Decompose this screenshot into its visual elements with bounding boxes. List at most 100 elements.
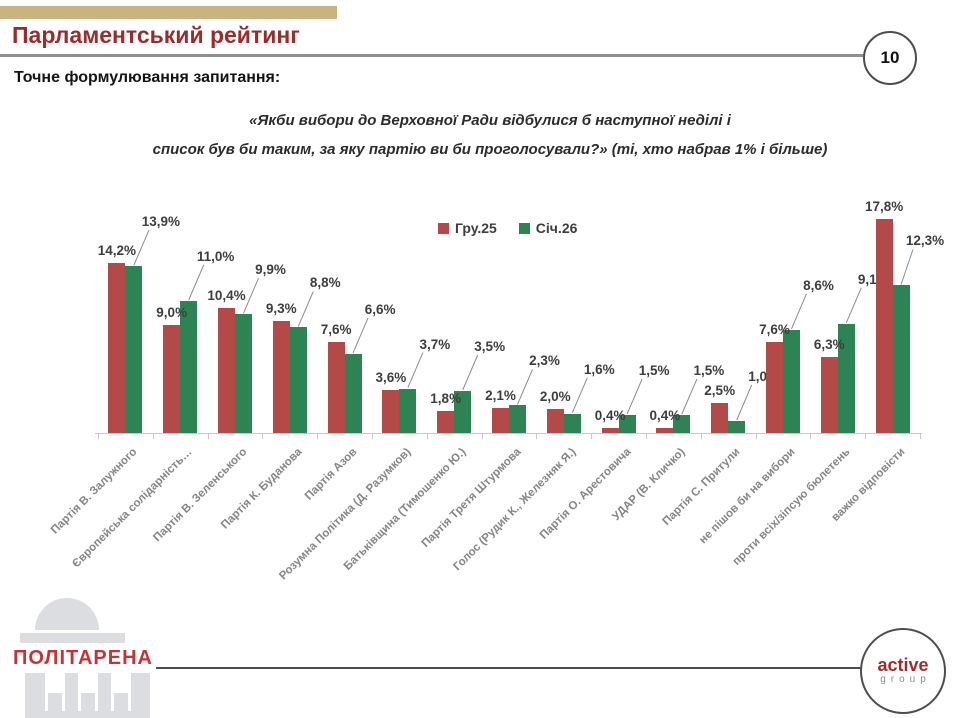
legend-item-jan26: Січ.26 <box>518 220 578 236</box>
x-axis-tick <box>591 434 593 439</box>
value-label: 17,8% <box>864 199 904 215</box>
bar-Січ.26 <box>728 421 746 433</box>
bar-Гру.25 <box>820 357 838 433</box>
column-base-icon <box>81 693 95 711</box>
question-text: «Якби вибори до Верховної Ради відбулися… <box>50 106 930 164</box>
column-base-icon <box>114 693 128 711</box>
column-gap-icon <box>78 673 98 711</box>
legend-swatch-jan26 <box>518 222 530 234</box>
value-label: 8,8% <box>309 275 341 291</box>
bar-Гру.25 <box>546 409 564 433</box>
value-label: 2,5% <box>704 383 736 398</box>
x-axis-line <box>95 433 922 434</box>
value-label: 9,0% <box>156 305 188 320</box>
x-axis-tick <box>262 434 264 439</box>
question-line-2: список був би таким, за яку партію ви би… <box>152 141 828 158</box>
value-label: 3,5% <box>474 339 506 354</box>
page-number: 10 <box>880 48 900 67</box>
value-label: 9,3% <box>265 301 297 317</box>
active-group-line1: active <box>877 655 929 675</box>
bar-Гру.25 <box>437 411 455 433</box>
bar-Гру.25 <box>327 341 345 433</box>
bar-Січ.26 <box>783 329 800 433</box>
bar-Гру.25 <box>656 428 674 433</box>
value-label: 9,9% <box>255 262 286 278</box>
x-axis-tick <box>700 434 702 439</box>
value-label: 3,7% <box>419 336 451 352</box>
value-label: 2,1% <box>485 387 516 403</box>
question-line-1: «Якби вибори до Верховної Ради відбулися… <box>249 112 731 129</box>
value-label: 0,4% <box>649 408 681 424</box>
active-group-line2: group <box>880 674 931 685</box>
bar-Січ.26 <box>180 301 198 433</box>
x-axis-tick <box>152 434 154 439</box>
bar-Січ.26 <box>344 353 362 433</box>
header-divider <box>0 54 866 57</box>
page-number-badge: 10 <box>863 31 917 85</box>
bar-Січ.26 <box>399 388 417 433</box>
column-gap-icon <box>45 673 65 711</box>
bar-Січ.26 <box>563 413 581 433</box>
bar-Гру.25 <box>875 219 893 433</box>
footer-divider <box>150 667 862 669</box>
value-label: 13,9% <box>141 214 181 230</box>
value-label: 6,6% <box>364 301 396 317</box>
top-accent-bar <box>0 6 337 19</box>
value-label: 1,5% <box>693 363 725 378</box>
value-label: 11,0% <box>196 249 235 264</box>
legend-label-jan26: Січ.26 <box>535 220 578 236</box>
value-label: 1,8% <box>430 391 462 407</box>
x-axis-tick <box>810 434 812 439</box>
bar-Січ.26 <box>673 415 691 433</box>
x-axis-tick <box>920 434 921 439</box>
building-dome-icon <box>35 598 99 630</box>
bar-Гру.25 <box>711 403 729 433</box>
bar-Січ.26 <box>235 314 252 433</box>
value-label: 14,2% <box>97 242 137 258</box>
x-axis-tick <box>372 434 373 439</box>
bar-Січ.26 <box>892 285 910 433</box>
column-gap-icon <box>111 673 131 711</box>
bar-Січ.26 <box>837 323 855 433</box>
bar-Гру.25 <box>601 428 619 433</box>
building-beam-icon <box>20 633 125 643</box>
bar-Гру.25 <box>163 325 181 433</box>
value-label: 3,6% <box>375 369 407 385</box>
page-title: Парламентський рейтинг <box>12 22 300 48</box>
value-label: 2,0% <box>539 389 571 404</box>
value-label: 7,6% <box>320 321 352 337</box>
x-axis-tick <box>207 434 209 439</box>
legend-item-dec25: Гру.25 <box>438 220 497 236</box>
legend-swatch-dec25 <box>438 222 449 234</box>
active-group-logo: active group <box>860 628 946 714</box>
x-axis-tick <box>755 434 757 439</box>
bar-Гру.25 <box>272 321 290 433</box>
value-label: 6,3% <box>813 337 845 353</box>
x-axis-tick <box>536 434 538 439</box>
value-label: 8,6% <box>803 277 834 293</box>
bar-Гру.25 <box>108 262 126 433</box>
x-axis-tick <box>481 434 483 439</box>
value-label: 0,4% <box>594 408 626 424</box>
x-axis-tick <box>98 434 99 439</box>
bar-Січ.26 <box>125 266 143 433</box>
x-axis-tick <box>865 434 867 439</box>
politarena-wordmark: ПОЛІТАРЕНА <box>10 646 156 671</box>
value-label: 10,4% <box>207 288 246 304</box>
bar-Січ.26 <box>289 327 307 433</box>
building-columns-icon <box>25 673 150 718</box>
bar-Січ.26 <box>618 415 636 433</box>
value-label: 12,3% <box>905 233 945 249</box>
question-label: Точне формулювання запитання: <box>14 69 281 86</box>
politarena-logo: ПОЛІТАРЕНА <box>10 585 160 718</box>
column-base-icon <box>48 693 62 711</box>
value-label: 2,3% <box>529 353 560 369</box>
x-axis-tick <box>426 434 428 439</box>
x-axis-tick <box>646 434 647 439</box>
bar-Січ.26 <box>454 391 472 433</box>
bar-Гру.25 <box>218 308 235 433</box>
bar-Гру.25 <box>492 407 509 433</box>
bar-Гру.25 <box>382 389 400 433</box>
legend-label-dec25: Гру.25 <box>455 220 497 236</box>
